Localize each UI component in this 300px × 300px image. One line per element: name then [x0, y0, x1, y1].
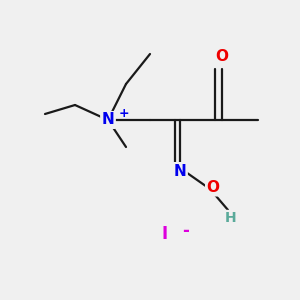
Text: O: O — [215, 50, 229, 64]
Text: H: H — [225, 211, 237, 224]
Text: -: - — [183, 222, 189, 240]
Text: I: I — [162, 225, 168, 243]
Text: N: N — [102, 112, 114, 128]
Text: O: O — [206, 180, 220, 195]
Text: +: + — [118, 107, 129, 120]
Text: N: N — [174, 164, 186, 178]
